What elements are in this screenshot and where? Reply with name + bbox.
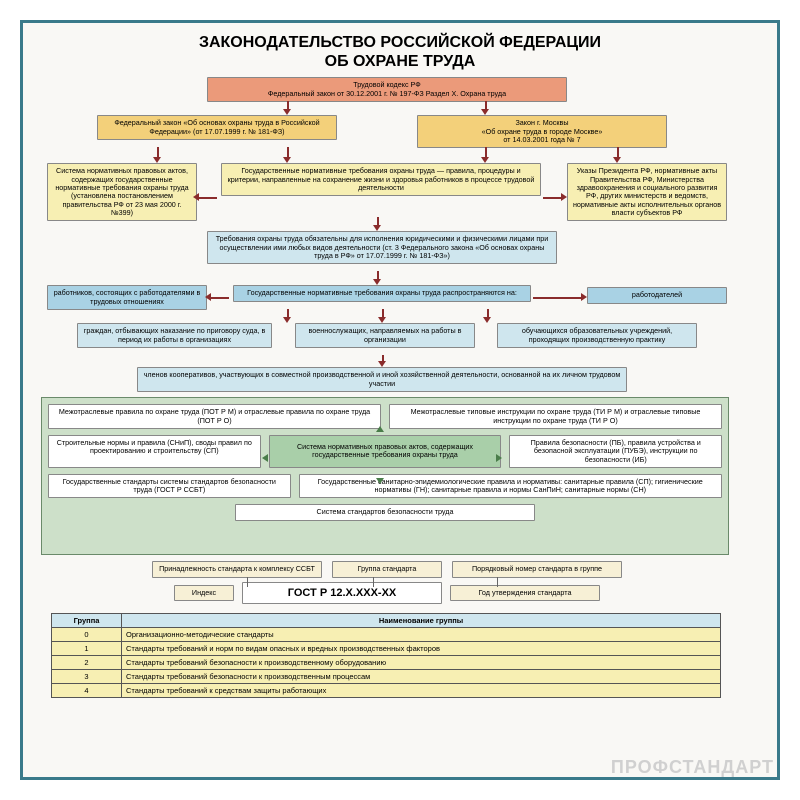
table-row: 3Стандарты требований безопасности к про… [52,670,721,684]
cell-group-name: Стандарты требований и норм по видам опа… [122,642,721,656]
box-inter-rules: Межотраслевые правила по охране труда (П… [48,404,381,429]
cell-group-name: Организационно-методические стандарты [122,628,721,642]
box-employers: работодателей [587,287,727,303]
tag-group: Группа стандарта [332,561,442,577]
title-line-2: ОБ ОХРАНЕ ТРУДА [37,52,763,71]
cell-group-num: 4 [52,684,122,698]
groups-tbody: 0Организационно-методические стандарты1С… [52,628,721,698]
poster-frame: ЗАКОНОДАТЕЛЬСТВО РОССИЙСКОЙ ФЕДЕРАЦИИ ОБ… [20,20,780,780]
th-name: Наименование группы [122,614,721,628]
box-military: военнослужащих, направляемых на работы в… [295,323,475,348]
box-spread: Государственные нормативные требования о… [233,285,531,301]
tag-year: Год утверждения стандарта [450,585,600,601]
tag-index: Индекс [174,585,234,601]
title-line-1: ЗАКОНОДАТЕЛЬСТВО РОССИЙСКОЙ ФЕДЕРАЦИИ [37,33,763,52]
box-sanitary: Государственные санитарно-эпидемиологиче… [299,474,722,499]
cell-group-name: Стандарты требований безопасности к прои… [122,656,721,670]
table-row: 2Стандарты требований безопасности к про… [52,656,721,670]
cell-group-num: 3 [52,670,122,684]
box-citizens: граждан, отбывающих наказание по пригово… [77,323,272,348]
box-fed-law: Федеральный закон «Об основах охраны тру… [97,115,337,140]
table-row: 0Организационно-методические стандарты [52,628,721,642]
table-row: 1Стандарты требований и норм по видам оп… [52,642,721,656]
cell-group-num: 2 [52,656,122,670]
gost-tags-area: Принадлежность стандарта к комплексу ССБ… [77,561,697,604]
table-row: 4Стандарты требований к средствам защиты… [52,684,721,698]
flowchart-area: Трудовой кодекс РФФедеральный закон от 3… [37,77,763,771]
box-inter-instr: Межотраслевые типовые инструкции по охра… [389,404,722,429]
poster-title: ЗАКОНОДАТЕЛЬСТВО РОССИЙСКОЙ ФЕДЕРАЦИИ ОБ… [37,33,763,71]
box-gost-ssbt: Государственные стандарты системы станда… [48,474,291,499]
box-moscow-law: Закон г. Москвы«Об охране труда в городе… [417,115,667,148]
groups-table: Группа Наименование группы 0Организацион… [51,613,721,698]
groups-table-wrap: Группа Наименование группы 0Организацион… [51,613,721,698]
gost-code: ГОСТ Р 12.Х.ХХХ-ХХ [242,582,442,605]
box-coop: членов кооперативов, участвующих в совме… [137,367,627,392]
box-ssbt-system: Система стандартов безопасности труда [235,504,535,520]
box-tk: Трудовой кодекс РФФедеральный закон от 3… [207,77,567,102]
box-norm-system: Система нормативных правовых актов, соде… [269,435,502,468]
cell-group-name: Стандарты требований безопасности к прои… [122,670,721,684]
box-system-acts: Система нормативных правовых актов, соде… [47,163,197,221]
box-snip: Строительные нормы и правила (СНиП), сво… [48,435,261,468]
cell-group-num: 0 [52,628,122,642]
tag-order: Порядковый номер стандарта в группе [452,561,622,577]
green-band: Межотраслевые правила по охране труда (П… [41,397,729,555]
box-pp-pue: Правила безопасности (ПБ), правила устро… [509,435,722,468]
box-mandatory: Требования охраны труда обязательны для … [207,231,557,264]
box-decrees: Указы Президента РФ, нормативные акты Пр… [567,163,727,221]
box-requirements: Государственные нормативные требования о… [221,163,541,196]
cell-group-name: Стандарты требований к средствам защиты … [122,684,721,698]
box-workers: работников, состоящих с работодателями в… [47,285,207,310]
th-group: Группа [52,614,122,628]
tag-ssbt: Принадлежность стандарта к комплексу ССБ… [152,561,322,577]
watermark: ПРОФСТАНДАРТ [611,757,774,778]
box-students: обучающихся образовательных учреждений, … [497,323,697,348]
cell-group-num: 1 [52,642,122,656]
